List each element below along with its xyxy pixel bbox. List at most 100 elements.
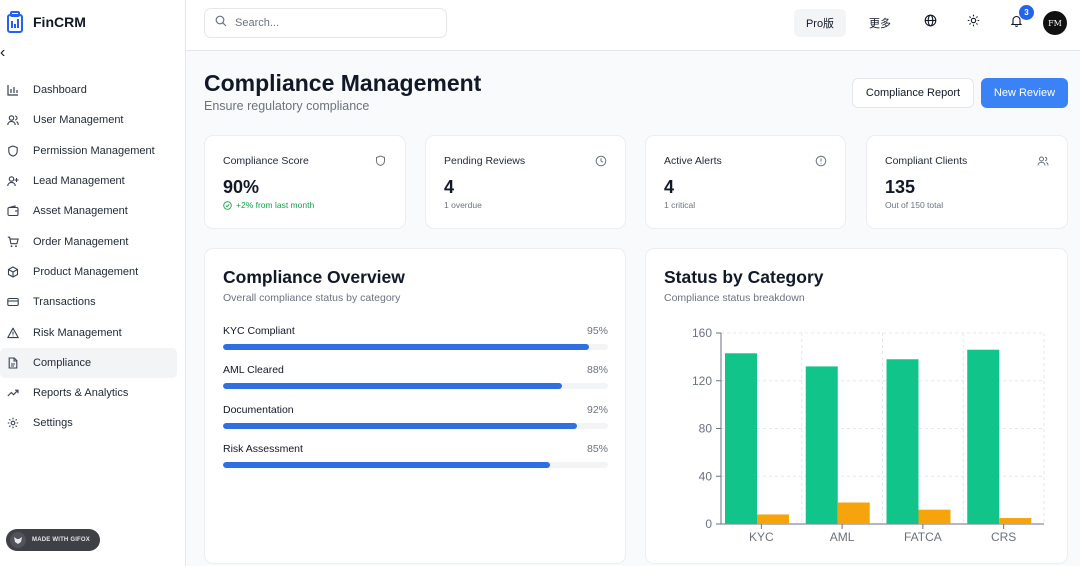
sidebar-item-dashboard[interactable]: Dashboard <box>0 75 177 105</box>
sidebar-item-label: Risk Management <box>33 326 122 339</box>
sidebar-item-product-management[interactable]: Product Management <box>0 257 177 287</box>
compliance-overview-panel: Compliance Overview Overall compliance s… <box>204 248 626 564</box>
sidebar-item-lead-management[interactable]: Lead Management <box>0 166 177 196</box>
sidebar-item-label: Asset Management <box>33 205 128 218</box>
sidebar-item-label: Permission Management <box>33 144 155 157</box>
stat-value: 4 <box>444 177 455 197</box>
panel-subtitle: Compliance status breakdown <box>664 292 805 304</box>
gear-icon <box>6 416 20 430</box>
search-input[interactable] <box>235 17 435 29</box>
y-tick-label: 0 <box>705 517 712 531</box>
x-tick-label: AML <box>830 530 855 544</box>
stat-trend: +2% from last month <box>223 200 314 210</box>
bell-icon[interactable] <box>1008 12 1024 28</box>
sidebar-item-permission-management[interactable]: Permission Management <box>0 136 177 166</box>
progress-percent: 85% <box>586 443 608 455</box>
stat-card-compliant-clients: Compliant Clients 135 Out of 150 total <box>866 135 1068 229</box>
x-tick-label: FATCA <box>904 530 942 544</box>
progress-percent: 88% <box>586 364 608 376</box>
progress-row-documentation: Documentation 92% <box>223 404 608 429</box>
progress-fill <box>223 423 578 429</box>
sidebar: FinCRM ‹ Dashboard User Management Permi… <box>0 0 186 566</box>
theme-toggle-icon[interactable] <box>965 12 981 28</box>
sidebar-item-compliance[interactable]: Compliance <box>0 347 177 378</box>
y-tick-label: 160 <box>692 326 712 340</box>
panel-subtitle: Overall compliance status by category <box>223 292 401 304</box>
more-button[interactable]: 更多 <box>869 18 891 30</box>
sidebar-item-label: Transactions <box>33 296 96 309</box>
stat-title: Compliant Clients <box>885 155 968 167</box>
users-icon <box>1036 154 1049 167</box>
gifox-icon <box>10 532 26 548</box>
avatar[interactable]: FM <box>1043 11 1067 35</box>
search-box[interactable] <box>204 8 447 38</box>
pro-version-button[interactable]: Pro版 <box>794 9 846 37</box>
app-name: FinCRM <box>33 14 86 30</box>
y-tick-label: 40 <box>699 469 713 483</box>
y-tick-label: 120 <box>692 374 712 388</box>
shield-icon <box>6 144 20 158</box>
stat-sub-label: +2% from last month <box>236 200 315 210</box>
sidebar-item-label: Reports & Analytics <box>33 387 129 400</box>
status-by-category-panel: Status by Category Compliance status bre… <box>645 248 1068 564</box>
sidebar-item-order-management[interactable]: Order Management <box>0 226 177 256</box>
bar <box>837 502 870 524</box>
progress-percent: 95% <box>586 325 608 337</box>
made-with-gifox-badge: MADE WITH GIFOX <box>6 529 100 551</box>
progress-row-aml: AML Cleared 88% <box>223 364 608 389</box>
brand[interactable]: FinCRM <box>0 0 185 44</box>
globe-icon[interactable] <box>922 12 938 28</box>
compliance-report-button[interactable]: Compliance Report <box>852 78 974 108</box>
sidebar-item-user-management[interactable]: User Management <box>0 105 177 135</box>
x-tick-label: KYC <box>749 530 774 544</box>
progress-row-risk-assessment: Risk Assessment 85% <box>223 443 608 468</box>
progress-label: Documentation <box>223 404 294 416</box>
trend-up-icon <box>6 386 20 400</box>
sidebar-nav: Dashboard User Management Permission Man… <box>0 75 185 439</box>
stat-value: 90% <box>223 177 260 197</box>
stat-card-pending-reviews: Pending Reviews 4 1 overdue <box>425 135 626 229</box>
progress-percent: 92% <box>586 404 608 416</box>
panel-title: Compliance Overview <box>223 267 405 287</box>
user-plus-icon <box>6 174 20 188</box>
credit-card-icon <box>6 295 20 309</box>
stat-card-compliance-score: Compliance Score 90% +2% from last month <box>204 135 406 229</box>
clock-icon <box>594 154 607 167</box>
stat-sub-label: Out of 150 total <box>885 200 944 210</box>
wallet-icon <box>6 204 20 218</box>
sidebar-item-label: Lead Management <box>33 175 125 188</box>
sidebar-item-label: Product Management <box>33 265 139 278</box>
made-with-label: MADE WITH GIFOX <box>32 537 90 543</box>
collapse-sidebar-icon[interactable]: ‹ <box>0 44 6 61</box>
search-icon <box>215 14 227 32</box>
bar <box>725 353 757 524</box>
sidebar-item-risk-management[interactable]: Risk Management <box>0 317 177 347</box>
progress-label: KYC Compliant <box>223 325 295 337</box>
progress-track <box>223 423 608 429</box>
y-tick-label: 80 <box>699 422 713 436</box>
sidebar-item-settings[interactable]: Settings <box>0 408 177 438</box>
stat-title: Compliance Score <box>223 155 309 167</box>
sidebar-item-label: User Management <box>33 114 124 127</box>
progress-fill <box>223 462 551 468</box>
new-review-button[interactable]: New Review <box>981 78 1068 108</box>
package-icon <box>6 265 20 279</box>
file-icon <box>6 356 20 370</box>
users-icon <box>6 113 20 127</box>
bar-chart-icon <box>6 83 20 97</box>
sidebar-item-reports-analytics[interactable]: Reports & Analytics <box>0 378 177 408</box>
progress-label: AML Cleared <box>223 364 284 376</box>
sidebar-item-label: Dashboard <box>33 84 87 97</box>
bar <box>757 514 789 524</box>
sidebar-item-asset-management[interactable]: Asset Management <box>0 196 177 226</box>
page-title: Compliance Management <box>204 70 482 96</box>
progress-track <box>223 344 608 350</box>
sidebar-item-transactions[interactable]: Transactions <box>0 287 177 317</box>
bar <box>805 366 838 524</box>
cart-icon <box>6 235 20 249</box>
alert-circle-icon <box>814 154 827 167</box>
bar <box>999 518 1032 524</box>
bar <box>967 349 1000 524</box>
status-bar-chart: 0 40 80 120 160 KYC AML FATCA CRS <box>692 326 1045 544</box>
sidebar-item-label: Order Management <box>33 235 129 248</box>
